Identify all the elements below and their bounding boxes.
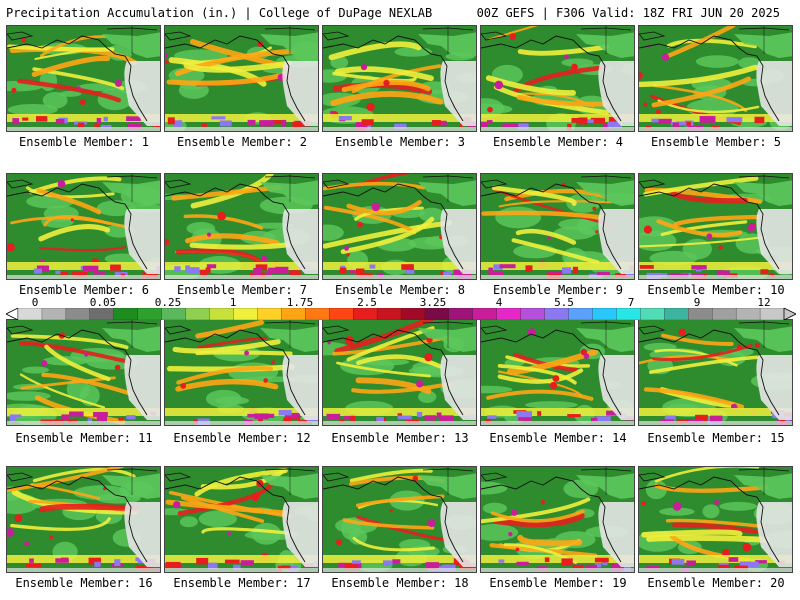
ensemble-member-label: Ensemble Member: 16 xyxy=(15,576,153,590)
ensemble-map-panel xyxy=(322,466,477,573)
ensemble-map-panel xyxy=(480,319,635,426)
ensemble-map-panel xyxy=(480,173,635,280)
ensemble-member-label: Ensemble Member: 7 xyxy=(176,283,308,297)
ensemble-member-label: Ensemble Member: 5 xyxy=(650,135,782,149)
colorbar-tick-label: 1 xyxy=(229,296,237,309)
ensemble-map-panel xyxy=(322,25,477,132)
ensemble-member-label: Ensemble Member: 10 xyxy=(647,283,785,297)
ensemble-map-panel xyxy=(638,25,793,132)
ensemble-member-label: Ensemble Member: 15 xyxy=(647,431,785,445)
ensemble-map-panel xyxy=(6,173,161,280)
colorbar-tick-label: 0 xyxy=(31,296,39,309)
ensemble-map-panel xyxy=(638,173,793,280)
ensemble-member-label: Ensemble Member: 17 xyxy=(173,576,311,590)
colorbar-tick-label: 5.5 xyxy=(554,296,574,309)
ensemble-map-panel xyxy=(480,466,635,573)
ensemble-map-panel xyxy=(480,25,635,132)
ensemble-map-panel xyxy=(6,466,161,573)
ensemble-map-panel xyxy=(164,319,319,426)
ensemble-member-label: Ensemble Member: 1 xyxy=(18,135,150,149)
colorbar-tick-label: 3.25 xyxy=(419,296,447,309)
map-title: Precipitation Accumulation (in.) | Colle… xyxy=(6,6,433,20)
ensemble-member-label: Ensemble Member: 6 xyxy=(18,283,150,297)
colorbar-tick-label: 0.25 xyxy=(154,296,182,309)
colorbar-tick-label: 4 xyxy=(495,296,503,309)
colorbar-tick-label: 9 xyxy=(693,296,701,309)
ensemble-map-panel xyxy=(638,466,793,573)
ensemble-map-panel xyxy=(6,319,161,426)
ensemble-member-label: Ensemble Member: 13 xyxy=(331,431,469,445)
ensemble-map-panel xyxy=(322,319,477,426)
colorbar-tick-label: 12 xyxy=(757,296,771,309)
ensemble-map-panel xyxy=(6,25,161,132)
ensemble-member-label: Ensemble Member: 3 xyxy=(334,135,466,149)
ensemble-member-label: Ensemble Member: 14 xyxy=(489,431,627,445)
ensemble-map-panel xyxy=(164,173,319,280)
ensemble-member-label: Ensemble Member: 9 xyxy=(492,283,624,297)
ensemble-member-label: Ensemble Member: 19 xyxy=(489,576,627,590)
ensemble-member-label: Ensemble Member: 4 xyxy=(492,135,624,149)
colorbar-tick-label: 7 xyxy=(627,296,635,309)
ensemble-member-label: Ensemble Member: 20 xyxy=(647,576,785,590)
precip-colorbar xyxy=(6,308,796,320)
colorbar-tick-label: 1.75 xyxy=(286,296,314,309)
ensemble-member-label: Ensemble Member: 12 xyxy=(173,431,311,445)
ensemble-member-label: Ensemble Member: 8 xyxy=(334,283,466,297)
run-valid-time: 00Z GEFS | F306 Valid: 18Z FRI JUN 20 20… xyxy=(476,6,780,20)
ensemble-map-panel xyxy=(638,319,793,426)
ensemble-member-label: Ensemble Member: 2 xyxy=(176,135,308,149)
colorbar-tick-label: 2.5 xyxy=(357,296,377,309)
colorbar-tick-label: 0.05 xyxy=(89,296,117,309)
ensemble-map-panel xyxy=(164,466,319,573)
ensemble-map-panel xyxy=(322,173,477,280)
ensemble-map-panel xyxy=(164,25,319,132)
ensemble-member-label: Ensemble Member: 18 xyxy=(331,576,469,590)
ensemble-member-label: Ensemble Member: 11 xyxy=(15,431,153,445)
